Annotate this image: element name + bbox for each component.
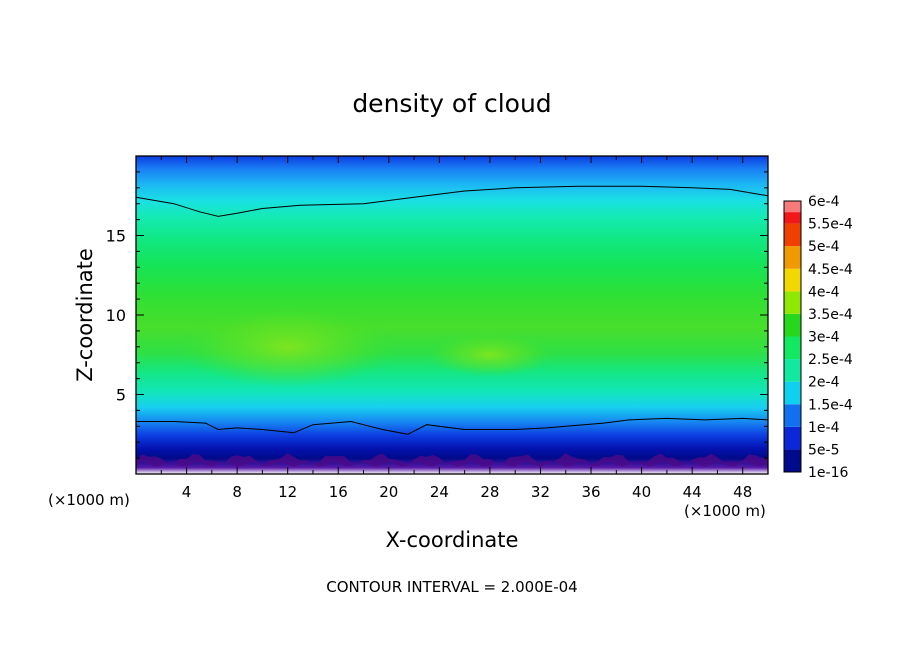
- colorbar-swatch: [784, 449, 801, 472]
- colorbar-frame: [783, 200, 802, 473]
- x-tick-label: 12: [278, 483, 297, 501]
- colorbar-swatch: [784, 291, 801, 314]
- colorbar-swatch: [784, 268, 801, 292]
- colorbar-label: 1e-16: [808, 465, 848, 481]
- colorbar-swatch: [784, 313, 801, 337]
- plot-area: [136, 156, 768, 474]
- low-density-fringe: [136, 453, 768, 467]
- y-tick-label: 10: [106, 306, 126, 325]
- x-tick-label: 40: [632, 483, 651, 501]
- colorbar-label: 3e-4: [808, 330, 840, 346]
- density-maximum-region: [180, 305, 396, 389]
- contour-line-2: [136, 417, 768, 435]
- x-tick-label: 16: [329, 483, 348, 501]
- colorbar-swatch: [784, 359, 801, 382]
- x-tick-label: 28: [480, 483, 499, 501]
- x-tick-label: 44: [683, 483, 702, 501]
- x-tick-label: 24: [430, 483, 449, 501]
- colorbar-label: 2e-4: [808, 375, 840, 391]
- chart-title: density of cloud: [352, 89, 551, 118]
- colorbar-label: 5.5e-4: [808, 217, 853, 233]
- colorbar-label: 4.5e-4: [808, 262, 853, 278]
- x-tick-label: 20: [379, 483, 398, 501]
- colorbar-swatch: [784, 336, 801, 360]
- colorbar-swatch: [784, 246, 801, 269]
- colorbar: 1e-16 5e-5 1e-4 1.5e-4 2e-4 2.5e-4 3e-4 3.5e-4 4…: [783, 194, 853, 481]
- density-secondary-region: [426, 332, 554, 378]
- colorbar-swatch: [784, 426, 801, 450]
- contour-lines: [136, 185, 768, 435]
- colorbar-label: 1e-4: [808, 420, 840, 436]
- colorbar-swatch: [784, 201, 801, 213]
- colorbar-label: 4e-4: [808, 284, 840, 300]
- x-tick-label: 48: [733, 483, 752, 501]
- colorbar-label: 6e-4: [808, 194, 840, 210]
- colorbar-label: 2.5e-4: [808, 352, 853, 368]
- x-unit-left: (×1000 m): [48, 491, 130, 509]
- y-tick-label: 15: [106, 227, 126, 246]
- colorbar-swatch: [784, 404, 801, 427]
- x-tick-label: 4: [182, 483, 192, 501]
- colorbar-swatch: [784, 381, 801, 405]
- x-unit-right: (×1000 m): [684, 502, 766, 520]
- y-axis-label: Z-coordinate: [73, 248, 97, 382]
- contour-line-1: [136, 185, 768, 217]
- colorbar-label: 3.5e-4: [808, 307, 853, 323]
- y-tick-label: 5: [116, 386, 126, 405]
- x-tick-label: 32: [531, 483, 550, 501]
- contour-interval-note: CONTOUR INTERVAL = 2.000E-04: [326, 578, 577, 596]
- colorbar-label: 5e-5: [808, 442, 839, 458]
- y-axis: 5 10 15: [106, 171, 768, 459]
- colorbar-label: 5e-4: [808, 239, 840, 255]
- x-axis: 4 8 12 16 20 24 28 32 36 40 44 48: [160, 156, 752, 501]
- x-tick-label: 36: [581, 483, 600, 501]
- colorbar-label: 1.5e-4: [808, 397, 853, 413]
- x-tick-label: 8: [232, 483, 242, 501]
- x-axis-label: X-coordinate: [386, 528, 519, 552]
- colorbar-swatch: [784, 223, 801, 247]
